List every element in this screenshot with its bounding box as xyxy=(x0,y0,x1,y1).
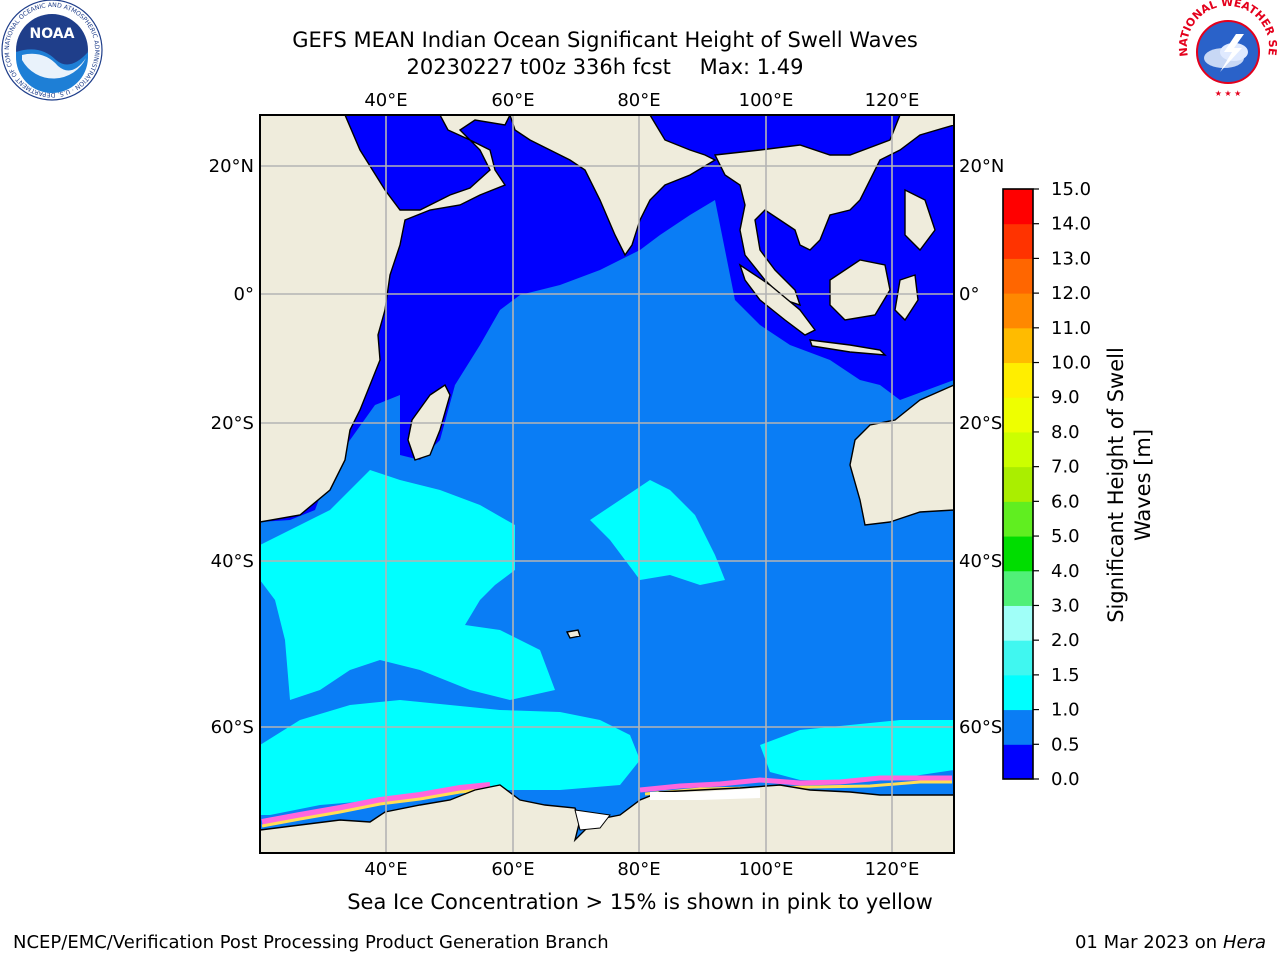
lat-label: 20°N xyxy=(959,156,1004,177)
colorbar-tick-label: 15.0 xyxy=(1051,179,1091,200)
lat-labels-right: 20°N 0° 20°S 40°S 60°S xyxy=(959,156,1004,738)
lat-label: 20°N xyxy=(209,156,254,177)
footer-credit: NCEP/EMC/Verification Post Processing Pr… xyxy=(13,932,609,953)
colorbar-tick-label: 1.5 xyxy=(1051,665,1080,686)
lon-label: 100°E xyxy=(739,859,794,880)
lat-labels-left: 20°N 0° 20°S 40°S 60°S xyxy=(209,156,254,738)
colorbar-segment xyxy=(1003,640,1033,676)
colorbar-segment xyxy=(1003,536,1033,572)
lon-label: 80°E xyxy=(617,859,660,880)
colorbar-segment xyxy=(1003,570,1033,606)
land-kerguelen xyxy=(565,629,581,639)
colorbar-segment xyxy=(1003,674,1033,711)
swell-cyan-central xyxy=(590,480,725,585)
map-subtitle: 20230227 t00z 336h fcst Max: 1.49 xyxy=(160,54,1050,80)
noaa-logo: NATIONAL OCEANIC AND ATMOSPHERIC ADMINIS… xyxy=(0,0,103,101)
colorbar-segment xyxy=(1003,258,1033,294)
colorbar-tick-label: 8.0 xyxy=(1051,422,1080,443)
lon-label: 80°E xyxy=(617,90,660,111)
colorbar-tick-label: 4.0 xyxy=(1051,561,1080,582)
noaa-logo-text: NOAA xyxy=(30,26,75,42)
graticule xyxy=(260,115,954,853)
swell-cyan-southeast xyxy=(760,720,954,782)
map-title: GEFS MEAN Indian Ocean Significant Heigh… xyxy=(292,28,918,52)
sea-ice-edge-yellow xyxy=(261,787,491,828)
colorbar-segment xyxy=(1003,189,1033,225)
lat-label: 0° xyxy=(959,284,979,305)
colorbar-segment xyxy=(1003,431,1033,468)
nws-logo: NATIONAL WEATHER SERVICE ★ ★ ★ xyxy=(1176,0,1279,99)
lon-label: 40°E xyxy=(364,859,407,880)
colorbar-tick-label: 14.0 xyxy=(1051,214,1091,235)
colorbar-frame xyxy=(1002,188,1034,780)
colorbar-label-line1: Significant Height of Swell xyxy=(1104,347,1128,623)
land-southeast-asia xyxy=(713,115,954,307)
colorbar-segment xyxy=(1003,744,1033,780)
land-philippines xyxy=(904,188,936,252)
land-australia xyxy=(849,384,954,526)
footer-machine: Hera xyxy=(1222,932,1266,953)
lat-label: 40°S xyxy=(211,551,254,572)
lat-label: 20°S xyxy=(959,413,1002,434)
sea-ice-edge xyxy=(261,782,491,825)
colorbar-tick-label: 3.0 xyxy=(1051,595,1080,616)
colorbar-tick-label: 9.0 xyxy=(1051,387,1080,408)
colorbar-segment xyxy=(1003,223,1033,259)
lon-label: 40°E xyxy=(364,90,407,111)
colorbar-tick-label: 0.0 xyxy=(1051,769,1080,790)
map-frame xyxy=(259,114,955,854)
lon-label: 120°E xyxy=(865,90,920,111)
footer-date: 01 Mar 2023 on Hera xyxy=(1075,932,1266,953)
colorbar-segment xyxy=(1003,293,1033,329)
colorbar-tick-label: 12.0 xyxy=(1051,283,1091,304)
colorbar-tick-label: 6.0 xyxy=(1051,491,1080,512)
colorbar-segment xyxy=(1003,466,1033,502)
colorbar-tick-label: 7.0 xyxy=(1051,457,1080,478)
colorbar-segment xyxy=(1003,605,1033,641)
colorbar-label-line2: Waves [m] xyxy=(1131,429,1155,541)
colorbar-segment xyxy=(1003,327,1033,364)
colorbar: 0.0 0.5 1.0 1.5 2.0 3.0 4.0 5.0 6.0 7.0 8.0 9.0 10.0… xyxy=(1002,179,1091,790)
colorbar-tick-label: 1.0 xyxy=(1051,700,1080,721)
colorbar-tick-label: 0.5 xyxy=(1051,734,1080,755)
lat-label: 60°S xyxy=(211,717,254,738)
land-sulawesi xyxy=(894,274,919,322)
swell-cyan-southwest xyxy=(260,470,555,700)
lat-label: 20°S xyxy=(211,413,254,434)
land-india xyxy=(509,115,717,257)
footer-date-text: 01 Mar 2023 on xyxy=(1074,932,1218,953)
lon-label: 120°E xyxy=(865,859,920,880)
svg-text:★ ★ ★: ★ ★ ★ xyxy=(1215,89,1242,98)
lon-label: 100°E xyxy=(739,90,794,111)
land-java xyxy=(808,339,887,356)
lon-labels-bottom: 40°E 60°E 80°E 100°E 120°E xyxy=(364,859,919,880)
lat-label: 40°S xyxy=(959,551,1002,572)
colorbar-tick-label: 10.0 xyxy=(1051,353,1091,374)
lon-labels-top: 40°E 60°E 80°E 100°E 120°E xyxy=(364,90,919,111)
lat-label: 0° xyxy=(234,284,254,305)
colorbar-tick-label: 11.0 xyxy=(1051,318,1091,339)
colorbar-segment xyxy=(1003,362,1033,398)
colorbar-segment xyxy=(1003,501,1033,537)
lon-label: 60°E xyxy=(491,90,534,111)
ice-shelf-east xyxy=(650,788,760,800)
lat-label: 60°S xyxy=(959,717,1002,738)
colorbar-tick-label: 2.0 xyxy=(1051,630,1080,651)
lon-label: 60°E xyxy=(491,859,534,880)
colorbar-segment xyxy=(1003,397,1033,433)
ice-shelf xyxy=(574,809,611,831)
max-value: Max: 1.49 xyxy=(699,55,804,79)
colorbar-tick-label: 13.0 xyxy=(1051,248,1091,269)
map-area xyxy=(260,115,954,853)
land-africa-arabia xyxy=(260,115,511,523)
sea-ice-caption: Sea Ice Concentration > 15% is shown in … xyxy=(347,890,933,914)
swell-cyan-south xyxy=(260,700,640,815)
run-info: 20230227 t00z 336h fcst xyxy=(406,55,671,79)
colorbar-tick-label: 5.0 xyxy=(1051,526,1080,547)
land-borneo xyxy=(829,259,891,321)
sea-ice-edge-east xyxy=(639,775,952,793)
colorbar-segment xyxy=(1003,709,1033,745)
